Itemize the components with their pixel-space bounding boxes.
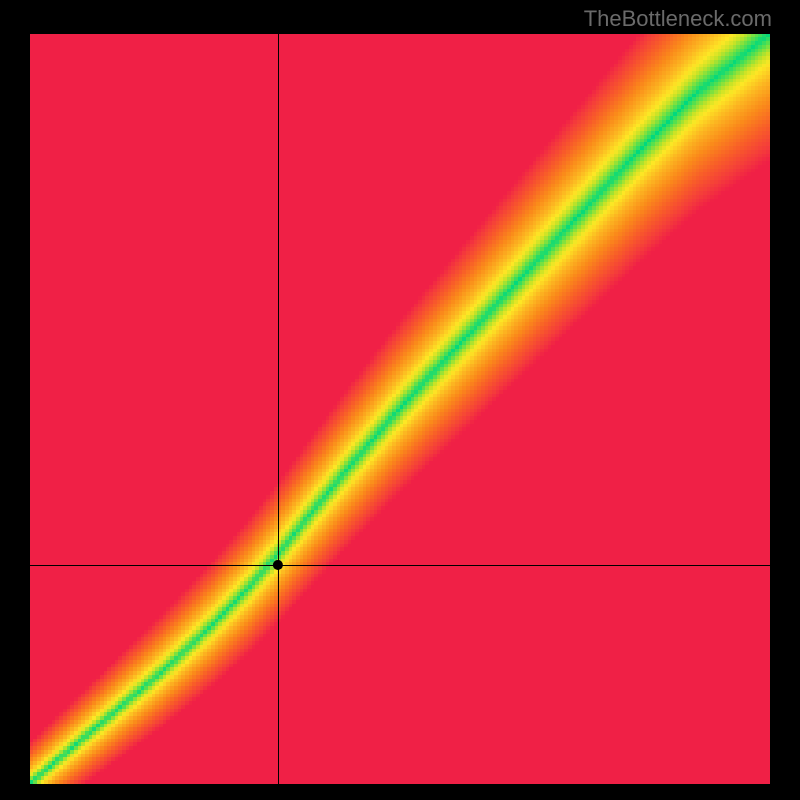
bottleneck-heatmap [30, 34, 770, 784]
plot-frame [30, 34, 770, 784]
watermark-text: TheBottleneck.com [584, 6, 772, 32]
chart-container: TheBottleneck.com [0, 0, 800, 800]
